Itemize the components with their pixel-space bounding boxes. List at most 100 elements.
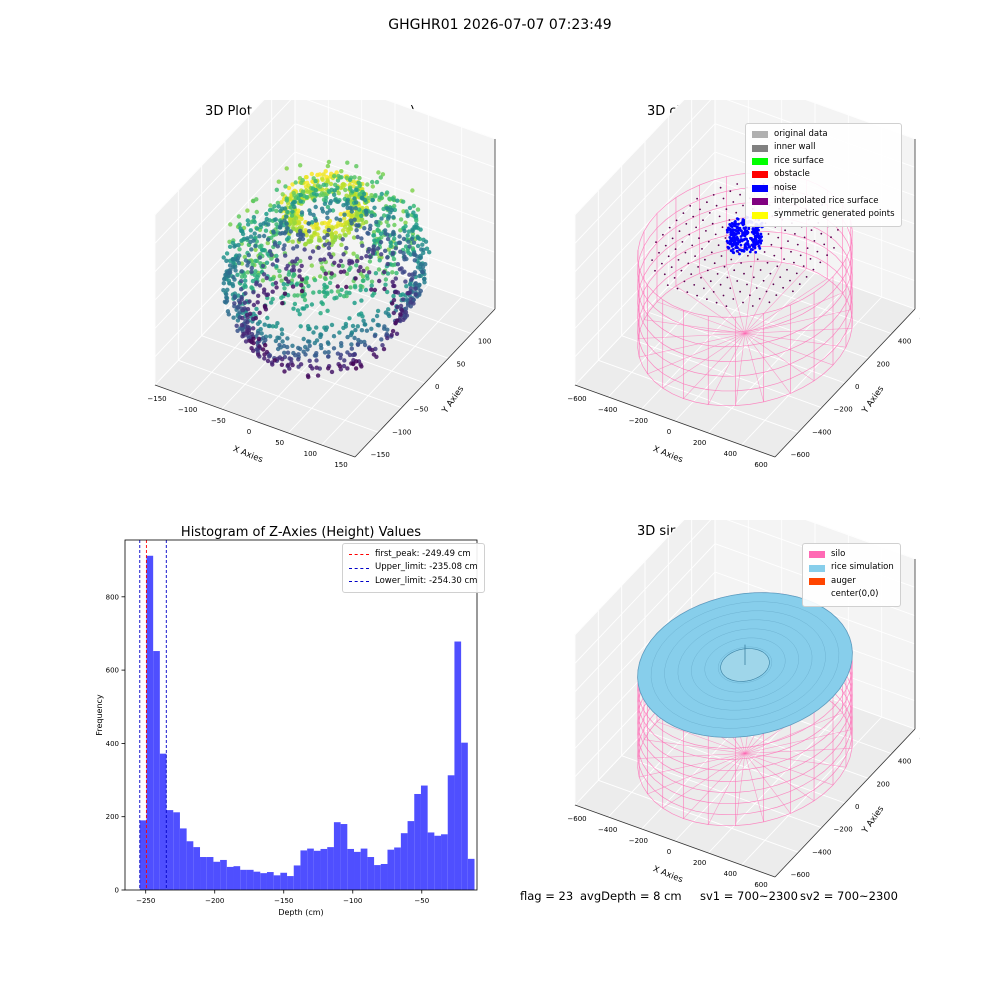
legend-swatch — [809, 551, 825, 559]
scatter-point — [365, 266, 370, 271]
interpolated-point — [706, 269, 709, 272]
classify-legend: original data inner wall rice surface ob… — [745, 123, 902, 227]
interpolated-point — [692, 215, 695, 218]
interpolated-point — [792, 290, 794, 293]
noise-point — [729, 239, 732, 243]
scatter-point — [260, 263, 266, 269]
interpolated-point — [830, 236, 832, 239]
interpolated-point — [805, 276, 808, 278]
legend-entry-interpolated: interpolated rice surface — [752, 195, 895, 208]
scatter-point — [231, 260, 236, 266]
scatter-point — [308, 363, 313, 369]
scatter-point — [413, 281, 418, 286]
scatter-point — [359, 364, 364, 369]
scatter-point — [309, 171, 314, 177]
histogram-bar — [434, 835, 442, 890]
scatter-point — [372, 333, 378, 339]
y-tick-label: 0 — [435, 383, 439, 391]
scatter-point — [329, 275, 334, 280]
scatter-point — [405, 233, 410, 238]
scatter-point — [222, 276, 227, 282]
silo-floor-line — [744, 753, 764, 822]
scatter-point — [325, 204, 331, 210]
scatter-point — [367, 226, 373, 232]
silo-floor-line — [744, 729, 851, 754]
scatter-point — [291, 264, 296, 269]
noise-point — [735, 249, 739, 253]
scatter-point — [375, 246, 381, 251]
noise-point — [739, 243, 743, 247]
scatter-point — [369, 326, 374, 331]
interpolated-point — [787, 240, 789, 243]
interpolated-point — [683, 280, 686, 283]
scatter-point — [298, 192, 303, 198]
scatter-point — [306, 283, 311, 289]
silo-floor-line — [744, 262, 782, 334]
scatter-point — [251, 326, 256, 331]
scatter-point — [372, 205, 377, 210]
scatter-point — [399, 266, 404, 271]
scatter-point — [362, 322, 367, 327]
scatter-point — [385, 335, 390, 341]
grid-line — [691, 261, 892, 335]
scatter-point — [270, 289, 275, 294]
interpolated-point — [690, 273, 693, 275]
simulation-legend: silo rice simulation auger center(0,0) — [802, 543, 901, 607]
interpolated-point — [666, 284, 669, 286]
scatter-point — [302, 297, 308, 303]
scatter-point — [276, 204, 281, 209]
raw-3d-scatter[interactable]: −150 −100 −50 0 50 100 150 −150 −100 −50 0 50 100 150… — [120, 100, 500, 470]
histogram-bar — [166, 810, 174, 890]
scatter-point — [384, 190, 390, 195]
noise-point — [731, 230, 734, 233]
scatter-point — [291, 267, 297, 273]
interpolated-point — [710, 251, 713, 254]
interpolated-point — [780, 247, 783, 250]
scatter-point — [221, 255, 226, 260]
histogram-bar — [159, 753, 167, 890]
interpolated-point — [795, 272, 798, 275]
scatter-point — [311, 330, 316, 335]
scatter-point — [252, 231, 257, 236]
scatter-point — [257, 244, 262, 249]
scatter-point — [264, 260, 270, 265]
scatter-point — [355, 234, 360, 240]
y-tick-label: 400 — [106, 740, 119, 748]
histogram-chart[interactable]: Histogram of Z-Axies (Height) Values −250… — [80, 520, 490, 920]
silo-floor-line — [662, 753, 746, 809]
scatter-point — [282, 286, 287, 291]
scatter-point — [386, 214, 392, 219]
scatter-point — [377, 278, 382, 284]
scatter-point — [354, 200, 359, 205]
histogram-bar — [313, 850, 321, 890]
scatter-point — [385, 261, 390, 267]
silo-floor-line — [744, 327, 853, 334]
interpolated-point — [687, 262, 690, 265]
histogram-bar — [327, 847, 334, 890]
scatter-point — [285, 350, 291, 355]
scatter-point — [309, 302, 315, 307]
y-tick-label: −400 — [812, 428, 831, 436]
noise-point — [754, 226, 758, 230]
scatter-point — [303, 280, 308, 285]
scatter-point — [283, 184, 288, 189]
scatter-point — [260, 278, 266, 283]
scatter-point — [424, 246, 430, 251]
scatter-point — [249, 247, 254, 252]
scatter-point — [408, 300, 413, 305]
interpolated-point — [767, 233, 770, 235]
histogram-bar — [340, 824, 348, 890]
interpolated-point — [799, 254, 802, 257]
scatter-point — [403, 279, 408, 284]
scatter-point — [339, 169, 344, 174]
noise-point — [738, 226, 742, 230]
noise-point — [757, 234, 761, 238]
interpolated-point — [703, 287, 705, 290]
simulation-3d-plot[interactable]: −600 −400 −200 0 200 400 600 −600 −400 −200 0 200 40… — [540, 520, 920, 890]
interpolated-point — [798, 283, 801, 285]
silo-floor-line — [656, 721, 746, 754]
noise-point — [737, 231, 741, 235]
scatter-point — [386, 312, 391, 317]
scatter-point — [264, 211, 269, 217]
histogram-bar — [206, 857, 214, 890]
